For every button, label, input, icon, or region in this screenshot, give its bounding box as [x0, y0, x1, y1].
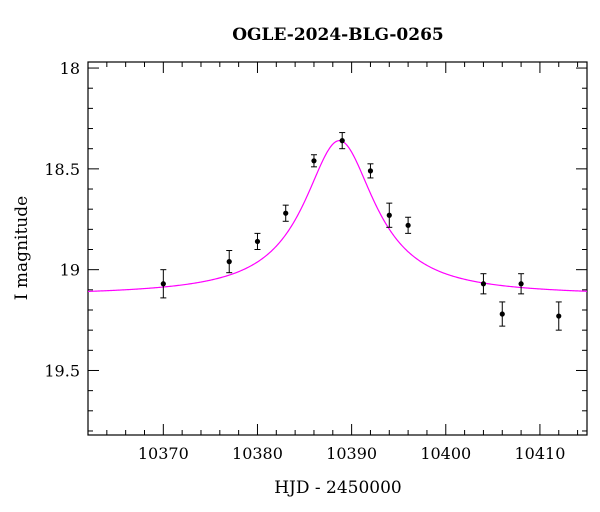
- plot-area: 10370 10380 10390 10400 10410 18 18.5 19 19.5: [44, 59, 588, 463]
- data-point: [160, 281, 166, 287]
- data-point: [367, 168, 374, 174]
- x-tick-label: 10370: [138, 444, 189, 463]
- data-point: [518, 281, 524, 287]
- data-point: [386, 212, 392, 218]
- data-point: [226, 259, 232, 265]
- data-point: [499, 311, 505, 317]
- data-point: [405, 222, 411, 228]
- model-curve: [88, 140, 587, 293]
- y-tick-label: 19.5: [44, 361, 80, 380]
- x-tick-label: 10390: [326, 444, 377, 463]
- data-point: [556, 313, 562, 319]
- data-point: [254, 238, 261, 245]
- x-tick-label: 10400: [420, 444, 471, 463]
- data-point: [339, 138, 345, 144]
- plot-frame: [87, 61, 588, 436]
- data-point: [311, 158, 317, 164]
- y-axis-label: I magnitude: [12, 196, 32, 300]
- x-tick-label: 10410: [514, 444, 565, 463]
- y-tick-label: 18: [60, 59, 80, 78]
- data-point: [283, 210, 289, 216]
- y-tick-label: 18.5: [44, 160, 80, 179]
- y-tick-label: 19: [60, 261, 80, 280]
- chart-title: OGLE-2024-BLG-0265: [232, 25, 444, 45]
- x-axis-label: HJD - 2450000: [274, 478, 402, 498]
- x-tick-label: 10380: [232, 444, 283, 463]
- data-point: [480, 281, 487, 287]
